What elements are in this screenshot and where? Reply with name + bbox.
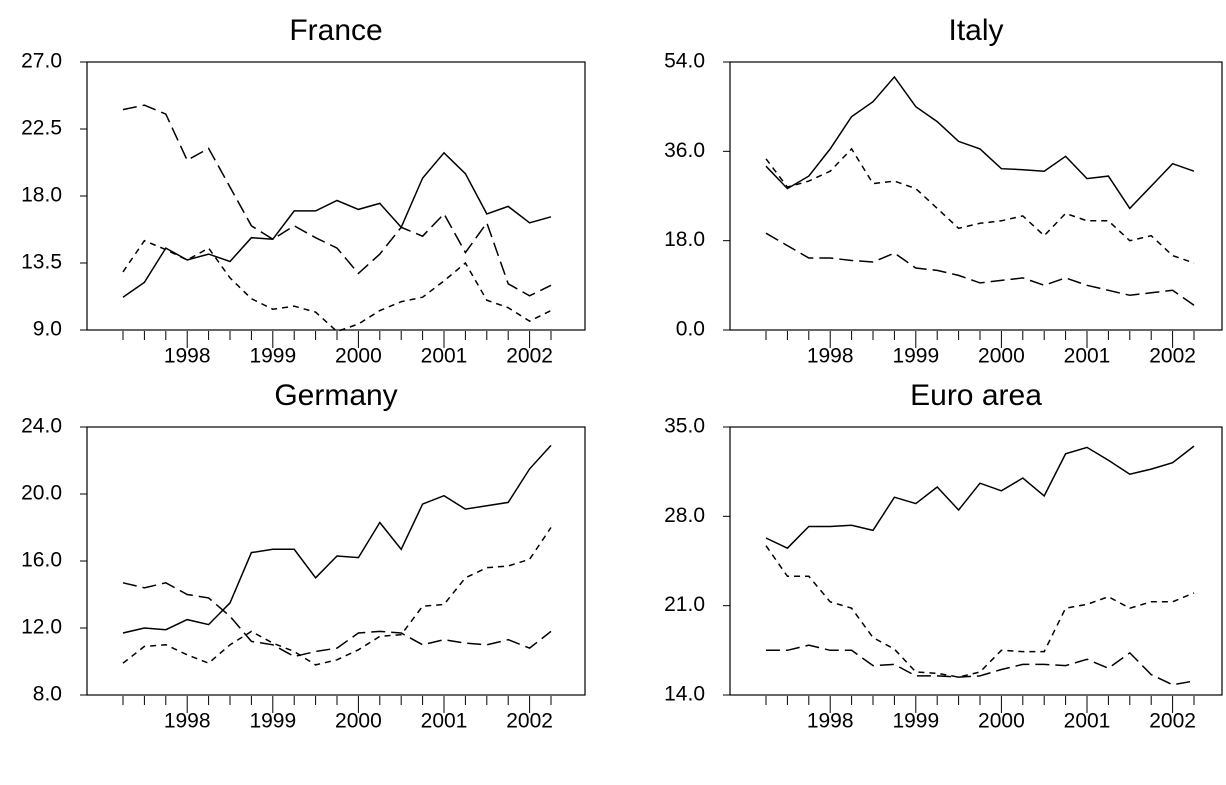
x-tick-label: 1999 <box>892 710 939 733</box>
x-tick-label: 2000 <box>978 345 1025 368</box>
y-tick-label: 54.0 <box>664 50 705 73</box>
series-line <box>122 527 552 666</box>
y-tick-label: 22.5 <box>21 117 62 140</box>
y-tick-label: 24.0 <box>21 415 62 438</box>
series-line <box>765 147 1195 264</box>
chart-title: Euro area <box>910 379 1042 412</box>
plot-frame <box>86 61 586 331</box>
x-tick-label: 1999 <box>249 345 296 368</box>
x-tick-label: 2000 <box>335 345 382 368</box>
x-tick-label: 1998 <box>807 710 854 733</box>
series-line <box>765 75 1195 210</box>
series-line <box>765 445 1195 550</box>
x-tick-label: 2002 <box>1149 345 1196 368</box>
x-tick-label: 2002 <box>506 710 553 733</box>
x-tick-label: 2001 <box>1064 345 1111 368</box>
y-tick-label: 21.0 <box>664 593 705 616</box>
y-tick-label: 27.0 <box>21 50 62 73</box>
series-line <box>122 582 552 658</box>
chart-title: France <box>289 14 382 47</box>
series-line <box>766 644 1195 686</box>
x-tick-label: 2001 <box>421 710 468 733</box>
plot-frame <box>86 426 586 696</box>
x-tick-label: 2001 <box>1064 710 1111 733</box>
y-tick-label: 0.0 <box>676 318 705 341</box>
chart-title: Italy <box>948 14 1003 47</box>
series-line <box>122 104 552 297</box>
series-line <box>765 232 1195 306</box>
x-tick-label: 1998 <box>164 710 211 733</box>
y-tick-label: 20.0 <box>21 482 62 505</box>
y-tick-label: 16.0 <box>21 549 62 572</box>
y-tick-label: 18.0 <box>21 184 62 207</box>
x-tick-label: 1999 <box>892 345 939 368</box>
x-tick-label: 2000 <box>978 710 1025 733</box>
y-tick-label: 13.5 <box>21 251 62 274</box>
x-tick-label: 2002 <box>1149 710 1196 733</box>
x-tick-label: 1999 <box>249 710 296 733</box>
series-line <box>765 545 1195 678</box>
x-tick-label: 1998 <box>164 345 211 368</box>
y-tick-label: 28.0 <box>664 504 705 527</box>
y-tick-label: 35.0 <box>664 415 705 438</box>
series-line <box>122 444 552 634</box>
x-tick-label: 2001 <box>421 345 468 368</box>
series-line <box>122 151 552 298</box>
x-tick-label: 2002 <box>506 345 553 368</box>
y-tick-label: 12.0 <box>21 616 62 639</box>
plot-frame <box>729 61 1223 331</box>
plot-frame <box>729 426 1223 696</box>
y-tick-label: 14.0 <box>664 683 705 706</box>
y-tick-label: 18.0 <box>664 228 705 251</box>
x-tick-label: 1998 <box>807 345 854 368</box>
chart-title: Germany <box>274 379 397 412</box>
y-tick-label: 8.0 <box>33 683 62 706</box>
y-tick-label: 9.0 <box>33 318 62 341</box>
y-tick-label: 36.0 <box>664 139 705 162</box>
series-line <box>122 239 552 333</box>
x-tick-label: 2000 <box>335 710 382 733</box>
